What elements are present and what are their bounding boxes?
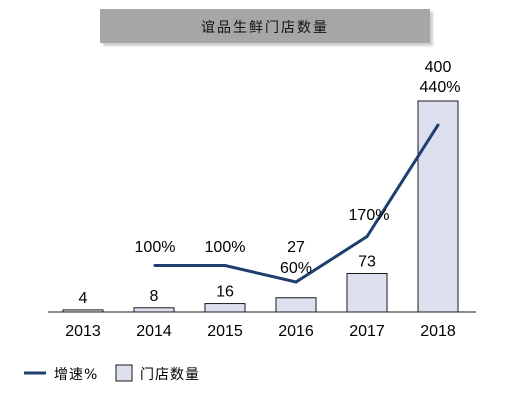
bar-value-label: 16 — [216, 284, 234, 301]
growth-point-2017 — [365, 235, 369, 239]
growth-value-label: 170% — [349, 207, 390, 224]
bar-value-label: 73 — [358, 253, 376, 270]
bar-value-label: 400 — [425, 59, 452, 76]
bar-2014 — [133, 307, 175, 313]
growth-value-label: 100% — [205, 239, 246, 256]
bar-2015 — [204, 303, 246, 313]
bar-2018 — [417, 100, 459, 313]
growth-point-2014 — [153, 263, 157, 267]
growth-point-2016 — [294, 280, 298, 284]
x-tick-label: 2017 — [349, 323, 385, 340]
bar-value-label: 27 — [287, 239, 305, 256]
bar-2017 — [346, 272, 388, 313]
growth-value-label: 440% — [420, 79, 461, 96]
growth-value-label: 100% — [135, 239, 176, 256]
x-tick-label: 2018 — [420, 323, 456, 340]
x-tick-label: 2016 — [278, 323, 314, 340]
line-series-group — [153, 123, 440, 284]
growth-point-2015 — [223, 263, 227, 267]
x-ticks-group: 2013 2014 2015 2016 2017 2018 — [65, 323, 456, 340]
x-tick-label: 2013 — [65, 323, 101, 340]
bar-2016 — [275, 297, 317, 313]
legend: 增速% 门店数量 — [24, 364, 200, 383]
bar-value-label: 8 — [150, 288, 159, 305]
chart-title: 谊品生鲜门店数量 — [201, 20, 329, 36]
legend-line-label: 增速% — [54, 367, 98, 383]
legend-bar-label: 门店数量 — [140, 367, 200, 383]
x-tick-label: 2014 — [136, 323, 172, 340]
growth-value-label: 60% — [280, 260, 312, 277]
x-tick-label: 2015 — [207, 323, 243, 340]
data-labels-group: 4 8 16 27 73 400 100% 100% 60% 170% 440% — [79, 59, 461, 307]
legend-bar-swatch — [115, 364, 133, 382]
growth-line — [155, 124, 440, 284]
bars-group — [62, 100, 459, 313]
growth-point-2018 — [436, 123, 440, 127]
bar-value-label: 4 — [79, 290, 88, 307]
chart-title-box: 谊品生鲜门店数量 — [100, 9, 430, 43]
